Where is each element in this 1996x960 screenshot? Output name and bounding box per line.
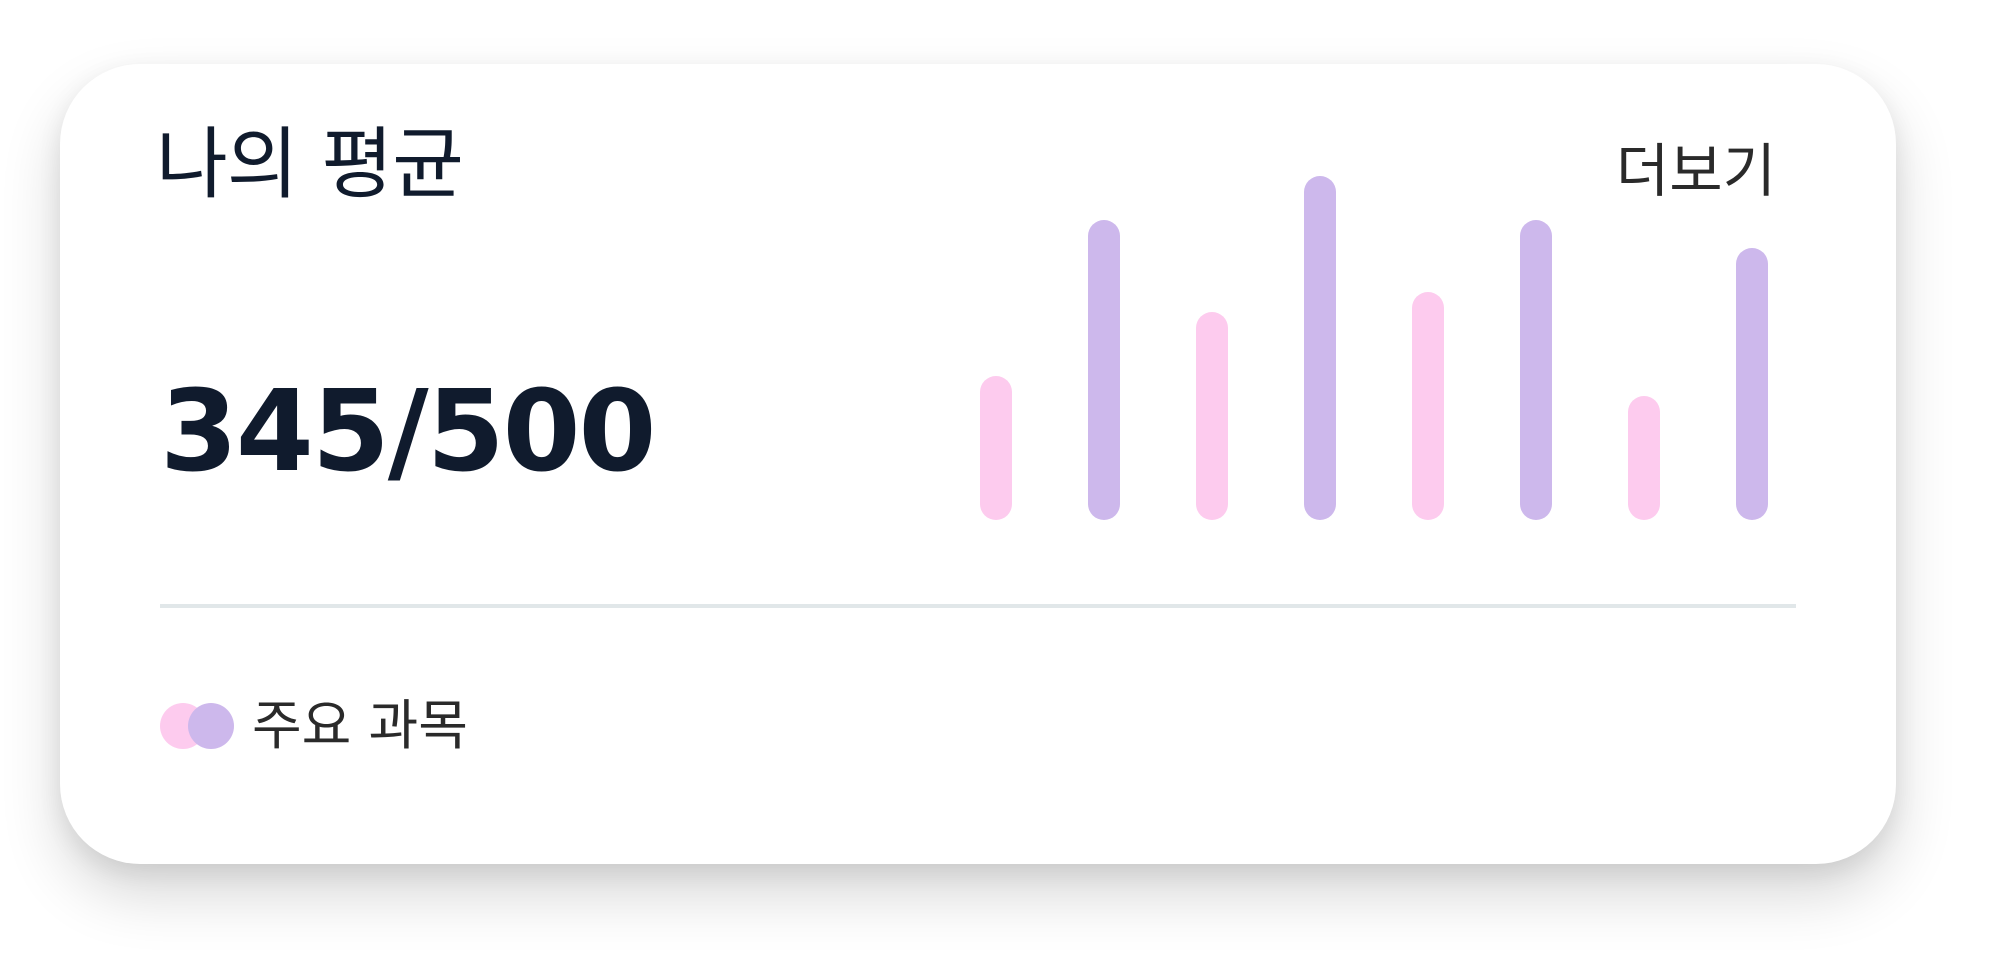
chart-bar-2 bbox=[1088, 220, 1120, 520]
legend-dots bbox=[160, 703, 232, 749]
average-card: 나의 평균 더보기 345/500 주요 과목 bbox=[60, 64, 1896, 864]
chart-bar-7 bbox=[1628, 396, 1660, 520]
legend-dot-purple bbox=[188, 703, 234, 749]
chart-bar-5 bbox=[1412, 292, 1444, 520]
chart-bar-3 bbox=[1196, 312, 1228, 520]
legend-label: 주요 과목 bbox=[252, 699, 468, 753]
chart-bar-1 bbox=[980, 376, 1012, 520]
divider bbox=[160, 604, 1796, 608]
legend: 주요 과목 bbox=[160, 696, 468, 756]
chart-bar-6 bbox=[1520, 220, 1552, 520]
chart-bar-8 bbox=[1736, 248, 1768, 520]
chart-bar-4 bbox=[1304, 176, 1336, 520]
